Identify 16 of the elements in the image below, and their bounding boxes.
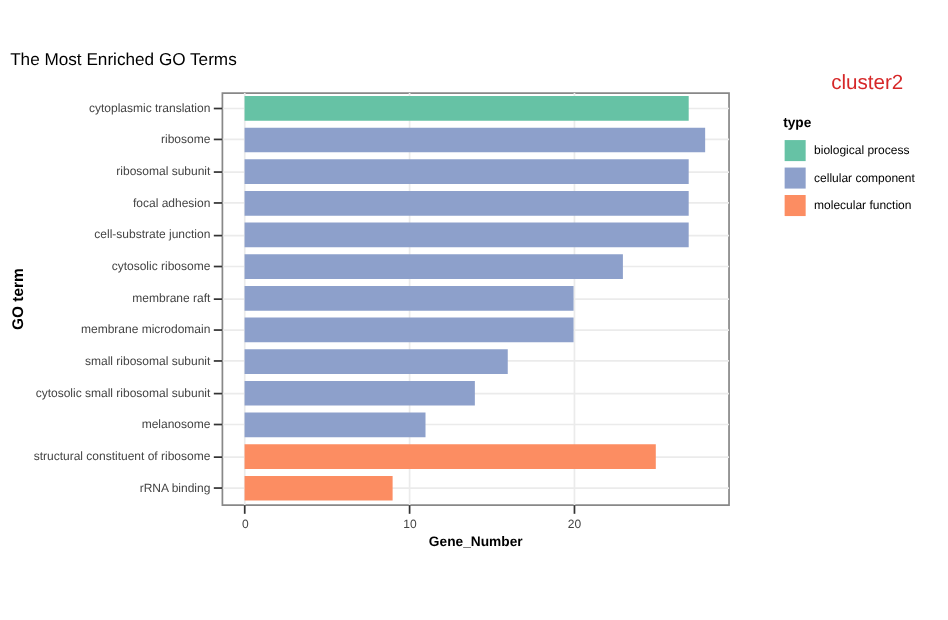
bar xyxy=(244,412,426,438)
text: cluster2 xyxy=(831,72,904,95)
bar xyxy=(244,380,475,406)
bar xyxy=(244,349,508,374)
bar xyxy=(244,285,574,311)
bar xyxy=(244,190,689,216)
bar xyxy=(244,222,689,248)
bar xyxy=(244,444,656,469)
chart-title: The Most Enriched GO Terms xyxy=(10,48,237,69)
bar xyxy=(244,159,689,184)
bar xyxy=(244,254,623,279)
bar xyxy=(244,475,393,501)
bar xyxy=(244,127,706,153)
bar xyxy=(244,317,574,343)
bar xyxy=(244,95,689,121)
y-axis-title: GO term xyxy=(9,267,28,331)
